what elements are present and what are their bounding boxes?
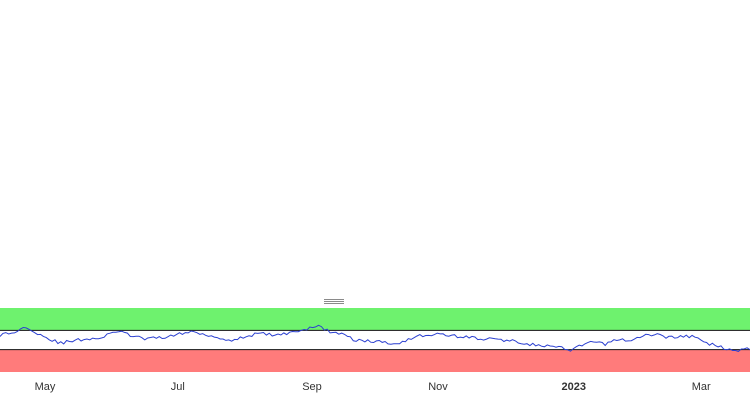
x-tick-label: 2023 xyxy=(562,381,586,393)
x-tick-label: Jul xyxy=(171,381,185,393)
oscillator-line xyxy=(0,324,750,352)
oscillator-zone xyxy=(0,308,750,331)
oscillator-zone xyxy=(0,349,750,372)
x-tick-label: Nov xyxy=(428,381,448,393)
x-tick-label: May xyxy=(35,381,56,393)
pane-divider-bar xyxy=(0,297,750,306)
x-axis: May Jul Sep Nov 2023 Mar xyxy=(35,381,711,393)
x-tick-label: Mar xyxy=(692,381,711,393)
main-price-pane xyxy=(0,15,750,281)
x-tick-label: Sep xyxy=(302,381,322,393)
oscillator-pane xyxy=(0,308,750,372)
pane-divider[interactable] xyxy=(0,297,750,306)
